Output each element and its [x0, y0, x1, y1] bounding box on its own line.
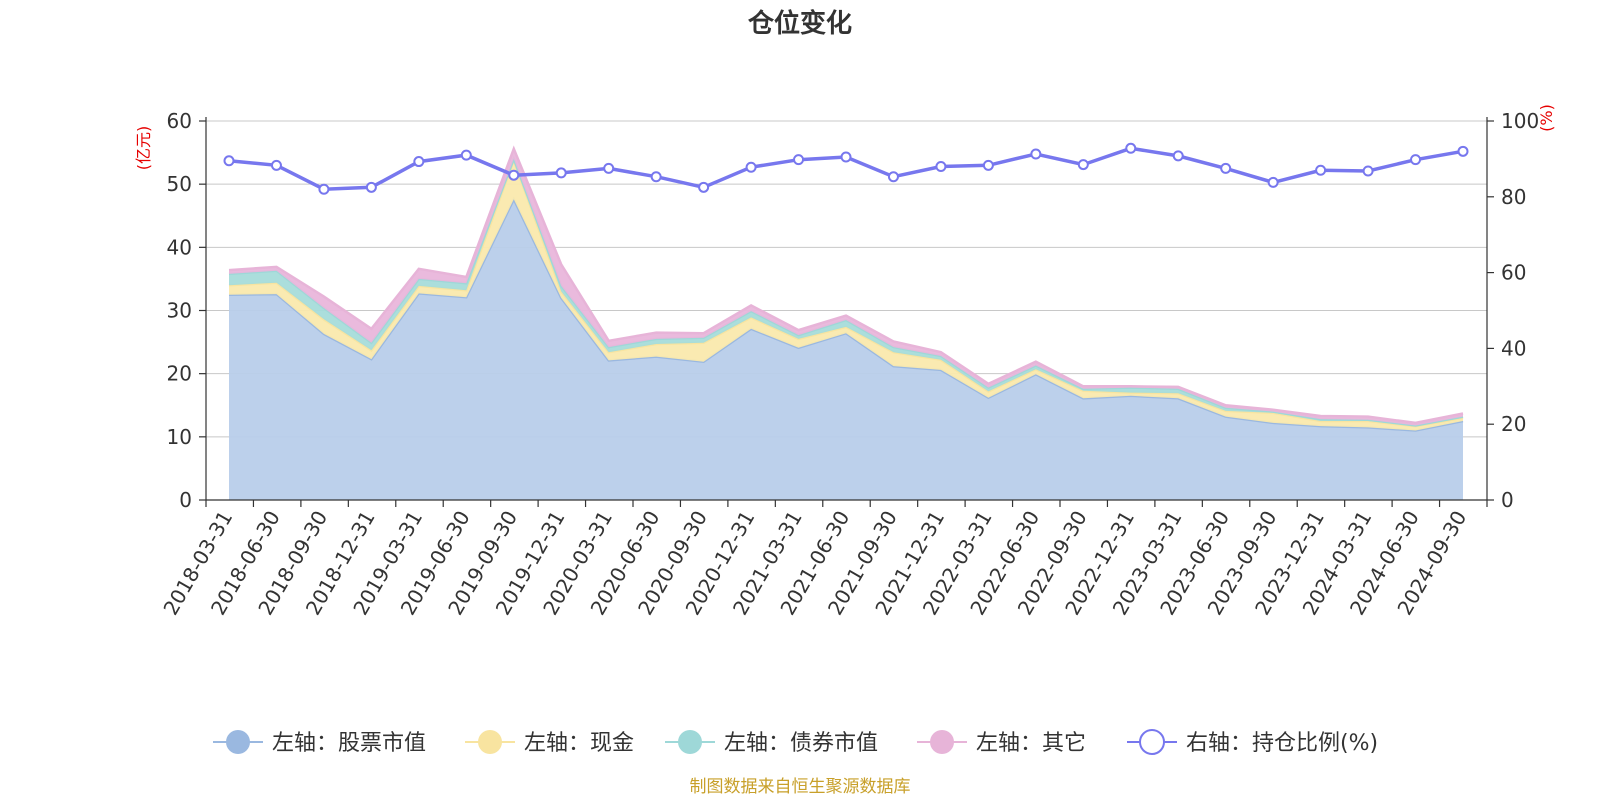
holding-ratio-point: [413, 156, 425, 168]
holding-ratio-point: [745, 161, 757, 173]
legend-label: 左轴：债券市值: [724, 731, 878, 756]
right-axis-tick-label: 40: [1501, 336, 1526, 360]
legend-label: 左轴：股票市值: [272, 731, 426, 756]
holding-ratio-point: [555, 167, 567, 179]
holding-ratio-point: [982, 159, 994, 171]
left-axis-tick-label: 40: [167, 235, 192, 259]
legend-circle-marker: [478, 730, 502, 754]
legend-label: 左轴：其它: [976, 731, 1086, 756]
holding-ratio-point: [1362, 165, 1374, 177]
holding-ratio-point: [935, 160, 947, 172]
holding-ratio-point: [1030, 148, 1042, 160]
left-axis-tick-label: 30: [167, 299, 192, 323]
left-axis-tick-label: 20: [167, 362, 192, 386]
legend-item-2[interactable]: 左轴：现金: [465, 730, 634, 756]
holding-ratio-point: [840, 151, 852, 163]
holding-ratio-point: [318, 183, 330, 195]
left-axis-tick-label: 10: [167, 425, 192, 449]
chart-title: 仓位变化: [747, 8, 852, 39]
holding-ratio-point: [223, 155, 235, 167]
holding-ratio-point: [508, 169, 520, 181]
holding-ratio-point: [1410, 154, 1422, 166]
right-axis-unit: (%): [1537, 104, 1556, 132]
legend-circle-marker: [930, 730, 954, 754]
holding-ratio-point: [603, 162, 615, 174]
holding-ratio-point: [1457, 145, 1469, 157]
holding-ratio-point: [1077, 159, 1089, 171]
right-axis-tick-label: 60: [1501, 261, 1526, 285]
holding-ratio-point: [793, 154, 805, 166]
holding-ratio-point: [460, 149, 472, 161]
legend-item-1[interactable]: 左轴：股票市值: [213, 730, 426, 756]
data-source-note: 制图数据来自恒生聚源数据库: [690, 777, 911, 797]
holding-ratio-point: [1267, 176, 1279, 188]
holding-ratio-point: [1220, 162, 1232, 174]
legend-label: 右轴：持仓比例(%): [1186, 731, 1378, 756]
right-axis-tick-label: 80: [1501, 185, 1526, 209]
holding-ratio-point: [887, 171, 899, 183]
legend-item-4[interactable]: 左轴：其它: [917, 730, 1086, 756]
legend-circle-marker: [226, 730, 250, 754]
left-axis-tick-label: 0: [179, 488, 192, 512]
legend-item-3[interactable]: 左轴：债券市值: [665, 730, 878, 756]
left-axis-tick-label: 50: [167, 172, 192, 196]
legend-label: 左轴：现金: [524, 731, 634, 756]
right-axis-tick-label: 0: [1501, 488, 1514, 512]
holding-ratio-point: [365, 181, 377, 193]
legend-circle-marker: [1139, 729, 1165, 755]
stacked-areas: [228, 145, 1464, 501]
legend-item-5[interactable]: 右轴：持仓比例(%): [1127, 729, 1378, 756]
holding-ratio-point: [1172, 150, 1184, 162]
holding-ratio-point: [698, 181, 710, 193]
area-series-4: [229, 148, 1463, 426]
holding-ratio-line: [223, 142, 1469, 195]
area-series-4-edge: [228, 145, 1464, 425]
right-axis-tick-label: 20: [1501, 412, 1526, 436]
left-axis-tick-label: 60: [167, 109, 192, 133]
right-axis-tick-label: 100: [1501, 109, 1539, 133]
holding-ratio-point: [650, 171, 662, 183]
holding-ratio-point: [1125, 142, 1137, 154]
left-axis-unit: (亿元): [134, 126, 153, 171]
area-series-1: [229, 199, 1463, 501]
holding-ratio-point: [1315, 164, 1327, 176]
legend-circle-marker: [678, 730, 702, 754]
legend[interactable]: 左轴：股票市值 左轴：现金 左轴：债券市值 左轴：其它 右轴：持仓比例(%): [213, 729, 1378, 756]
holding-ratio-point: [270, 159, 282, 171]
